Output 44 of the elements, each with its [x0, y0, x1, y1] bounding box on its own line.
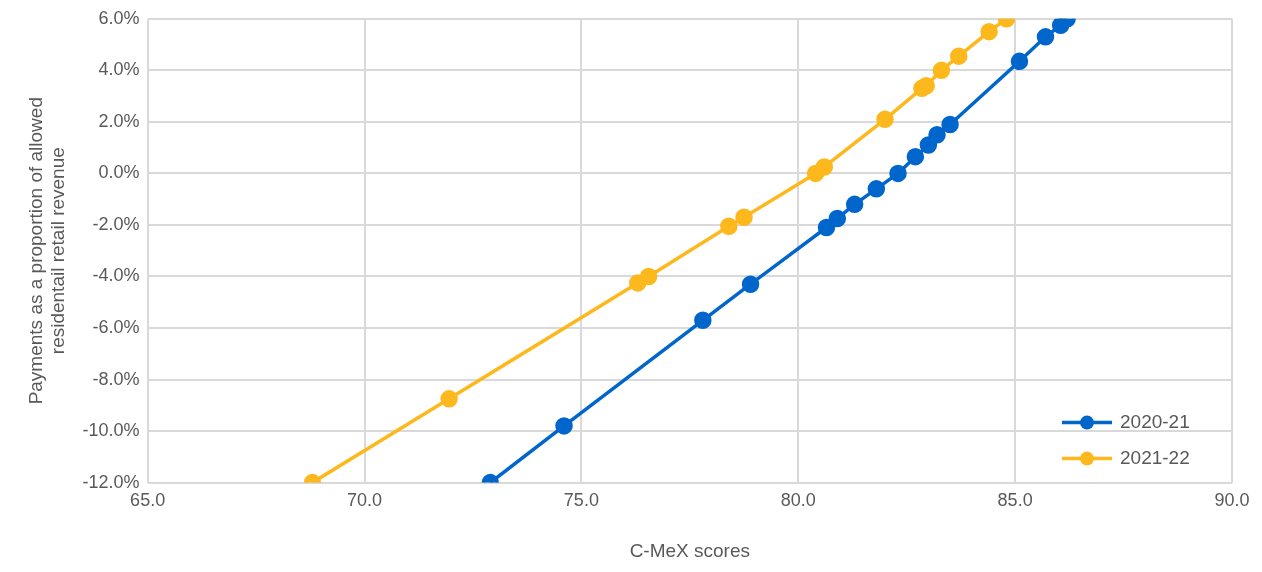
y-tick-label: -12.0% — [82, 471, 140, 492]
x-tick-label: 85.0 — [997, 490, 1033, 511]
y-tick-label: 6.0% — [98, 7, 140, 28]
point — [928, 126, 946, 144]
x-tick-label: 75.0 — [563, 490, 599, 511]
point — [555, 417, 573, 435]
point — [1010, 52, 1029, 71]
point — [720, 217, 738, 235]
point — [917, 77, 935, 95]
point — [694, 311, 712, 330]
point — [735, 208, 753, 226]
y-tick-label: 0.0% — [98, 162, 140, 183]
y-tick-label: -6.0% — [92, 316, 140, 337]
point — [932, 61, 951, 80]
x-tick-label: 90.0 — [1214, 490, 1250, 511]
y-tick-label: -2.0% — [92, 213, 140, 234]
point — [815, 158, 834, 176]
y-tick-label: -10.0% — [82, 420, 140, 441]
point — [1036, 28, 1055, 46]
point — [906, 147, 925, 166]
x-tick-label: 80.0 — [780, 490, 816, 511]
point — [639, 267, 658, 286]
point — [949, 47, 968, 65]
point — [440, 390, 458, 408]
y-tick-label: 4.0% — [98, 59, 140, 80]
point — [817, 218, 836, 237]
y-axis-title: Payments as a proportion of allowed residentail retail revenue — [24, 97, 69, 405]
point — [845, 195, 864, 214]
point — [941, 115, 959, 134]
x-tick-label: 65.0 — [130, 490, 166, 511]
y-tick-label: -8.0% — [92, 368, 140, 389]
point — [889, 164, 907, 183]
point — [919, 136, 938, 154]
point — [980, 22, 998, 41]
point — [828, 209, 847, 228]
legend-label: 2021-22 — [1120, 446, 1190, 468]
legend-label: 2020-21 — [1120, 410, 1190, 432]
point — [741, 275, 760, 293]
x-tick-label: 70.0 — [346, 490, 383, 511]
point — [867, 180, 886, 198]
point — [876, 110, 894, 129]
y-tick-label: -4.0% — [92, 265, 140, 286]
y-tick-label: 2.0% — [98, 110, 140, 131]
x-axis-title: C-MeX scores — [629, 539, 750, 561]
